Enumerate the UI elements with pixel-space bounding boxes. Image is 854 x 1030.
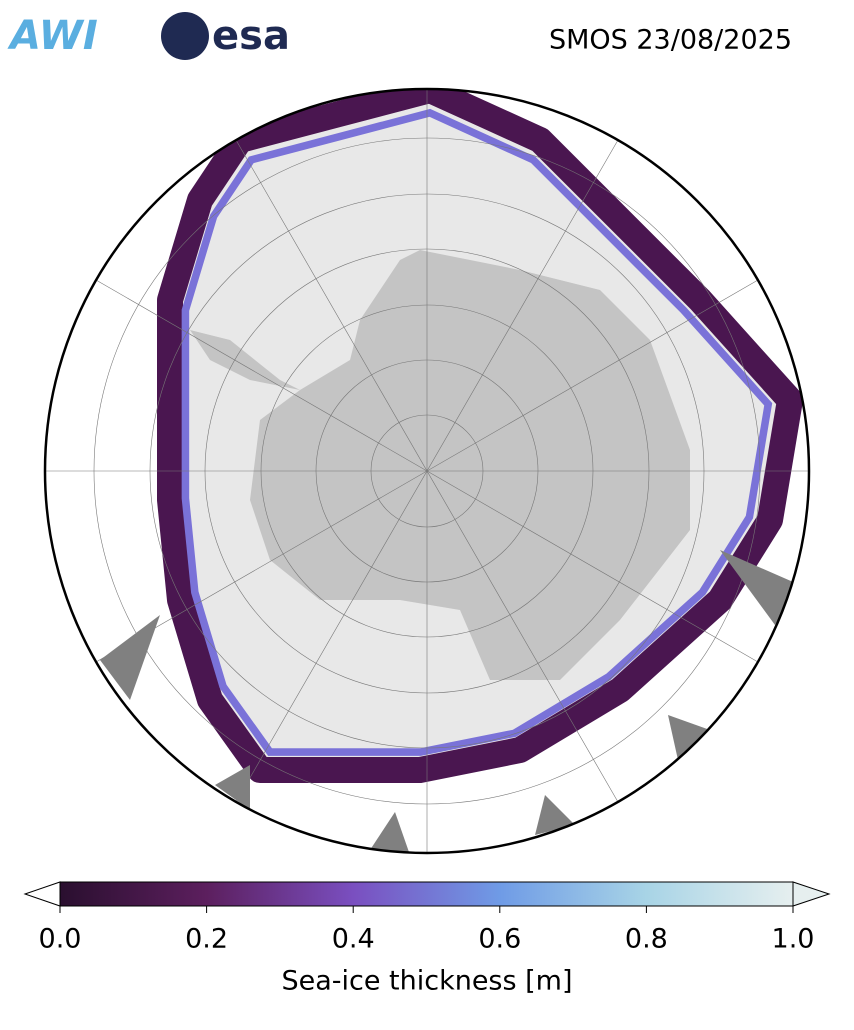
colorbar-extend-max xyxy=(792,881,831,907)
colorbar: 0.0 0.2 0.4 0.6 0.8 1.0 xyxy=(23,881,831,955)
graticule xyxy=(45,89,809,853)
colorbar-bar xyxy=(59,881,794,907)
map xyxy=(45,89,809,853)
colorbar-tick-label: 0.4 xyxy=(332,924,375,955)
map-frame xyxy=(43,87,811,855)
esa-logo: esa xyxy=(212,13,290,59)
colorbar-tick-label: 0.0 xyxy=(39,924,82,955)
awi-logo: AWI xyxy=(7,13,98,59)
antarctic-peninsula xyxy=(190,330,300,390)
esa-emblem xyxy=(161,12,209,60)
sea-ice-transition xyxy=(181,108,773,756)
colorbar-tick-label: 0.2 xyxy=(185,924,228,955)
map-title: SMOS 23/08/2025 xyxy=(549,25,792,56)
data-gaps xyxy=(100,550,800,853)
colorbar-tick-label: 0.8 xyxy=(625,924,668,955)
antarctica xyxy=(250,250,690,680)
colorbar-label: Sea-ice thickness [m] xyxy=(281,966,572,997)
colorbar-extend-min xyxy=(23,881,61,907)
colorbar-tick-label: 1.0 xyxy=(772,924,815,955)
colorbar-tick-label: 0.6 xyxy=(478,924,521,955)
